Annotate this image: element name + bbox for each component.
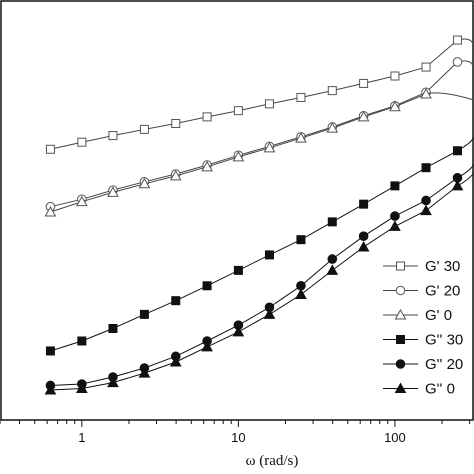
legend-item: G'' 0 <box>383 381 455 398</box>
data-point <box>139 309 149 319</box>
data-point <box>202 112 212 122</box>
data-point <box>359 199 369 209</box>
x-tick-label: 10 <box>231 430 245 445</box>
data-point <box>233 265 243 275</box>
data-point <box>389 100 401 112</box>
x-axis-label: ω (rad/s) <box>246 453 299 469</box>
data-point <box>44 383 57 395</box>
data-point <box>169 355 182 367</box>
legend-marker <box>394 382 407 393</box>
data-point <box>296 92 306 102</box>
series-line <box>50 136 474 352</box>
series <box>45 136 474 356</box>
data-point <box>107 186 119 197</box>
data-point <box>359 78 369 88</box>
legend-item: G' 20 <box>383 283 460 300</box>
data-point <box>108 323 118 333</box>
legend-marker <box>395 285 406 296</box>
data-point <box>421 163 431 173</box>
x-tick-label: 100 <box>384 430 406 445</box>
data-point <box>296 235 306 245</box>
series-line <box>50 163 474 386</box>
data-point <box>45 144 55 154</box>
data-point <box>390 181 400 191</box>
series-line <box>50 38 474 150</box>
series-line <box>50 60 474 208</box>
data-point <box>139 124 149 134</box>
legend-item: G' 0 <box>383 307 452 324</box>
data-point <box>201 340 213 352</box>
data-point <box>76 382 88 393</box>
data-point <box>202 281 212 291</box>
legend-marker <box>396 261 405 271</box>
legend-marker <box>396 335 405 344</box>
data-point <box>77 336 87 346</box>
data-point <box>76 195 88 207</box>
data-point <box>138 177 151 189</box>
data-point <box>295 132 307 143</box>
data-point <box>233 106 243 116</box>
data-point <box>169 169 182 181</box>
legend-label: G' 20 <box>425 283 460 300</box>
data-point <box>232 150 245 162</box>
data-point <box>232 325 245 337</box>
data-point <box>171 296 181 306</box>
data-point <box>295 288 307 299</box>
legend-item: G' 30 <box>383 258 460 275</box>
series <box>45 163 474 391</box>
data-point <box>357 240 370 252</box>
data-point <box>390 211 400 221</box>
data-point <box>326 264 339 275</box>
data-point <box>452 57 463 67</box>
series-line <box>50 171 474 391</box>
data-point <box>327 217 337 227</box>
data-point <box>107 376 119 388</box>
data-point <box>451 179 464 191</box>
data-point <box>357 110 370 122</box>
data-point <box>452 146 462 156</box>
data-point <box>421 62 431 72</box>
legend-marker <box>394 308 407 320</box>
legend-label: G' 0 <box>425 307 452 324</box>
data-point <box>108 131 118 141</box>
data-point <box>45 346 55 356</box>
data-point <box>326 122 339 133</box>
legend-item: G'' 20 <box>383 356 463 373</box>
data-point <box>358 231 369 242</box>
data-point <box>452 35 462 45</box>
series <box>44 171 474 395</box>
data-point <box>327 254 338 264</box>
data-point <box>201 160 213 172</box>
data-point <box>77 137 87 147</box>
legend-label: G'' 30 <box>425 332 463 349</box>
x-axis-ticks: 1 10 100 <box>0 420 471 445</box>
data-point <box>171 119 181 129</box>
legend-label: G'' 20 <box>425 356 463 373</box>
data-point <box>138 367 151 378</box>
data-point <box>264 99 274 109</box>
data-point <box>421 195 431 206</box>
data-point <box>327 86 337 96</box>
data-point <box>420 87 432 99</box>
legend: G' 30 G' 20 G' 0 G'' 30 G'' 20 G'' 0 <box>383 258 463 398</box>
data-point <box>263 141 276 153</box>
legend-marker <box>395 359 406 369</box>
data-point <box>420 204 432 216</box>
data-point <box>263 308 276 319</box>
legend-label: G' 30 <box>425 258 460 275</box>
plot-border <box>0 0 474 421</box>
data-point <box>389 220 401 231</box>
series <box>45 35 474 154</box>
legend-label: G'' 0 <box>425 381 455 398</box>
series-layer <box>44 35 474 395</box>
x-tick-label: 1 <box>78 430 85 445</box>
series <box>44 87 474 217</box>
data-point <box>390 71 400 81</box>
legend-item: G'' 30 <box>383 332 463 349</box>
data-point <box>264 250 274 260</box>
plot-frame <box>0 0 474 421</box>
data-point <box>44 205 57 217</box>
